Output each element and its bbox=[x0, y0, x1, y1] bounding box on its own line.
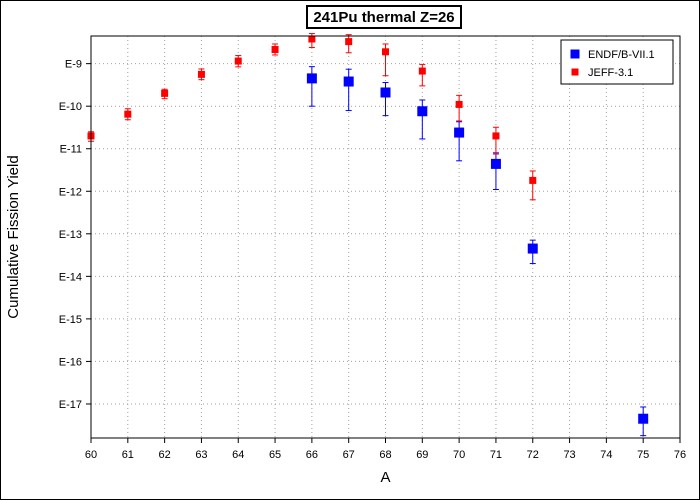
x-tick-label: 72 bbox=[527, 449, 539, 461]
y-tick-label: E-11 bbox=[60, 144, 82, 156]
y-tick-label: E-9 bbox=[65, 59, 82, 71]
jeff-point bbox=[492, 132, 500, 140]
x-tick-label: 75 bbox=[637, 449, 649, 461]
jeff-point bbox=[529, 176, 537, 184]
jeff-point bbox=[455, 100, 463, 108]
x-tick-label: 66 bbox=[306, 449, 318, 461]
endf-point bbox=[454, 127, 465, 138]
endf-point bbox=[490, 158, 501, 169]
x-tick-label: 69 bbox=[416, 449, 428, 461]
x-tick-label: 60 bbox=[85, 449, 97, 461]
legend-marker bbox=[571, 68, 579, 76]
jeff-point bbox=[161, 89, 169, 97]
endf-point bbox=[417, 106, 428, 117]
grid bbox=[91, 36, 680, 438]
jeff-point bbox=[382, 48, 389, 56]
endf-point bbox=[380, 87, 391, 98]
legend-marker bbox=[570, 49, 580, 59]
endf-point bbox=[638, 413, 649, 424]
y-tick-label: E-13 bbox=[59, 229, 82, 241]
jeff-point bbox=[234, 57, 242, 65]
jeff-point bbox=[124, 110, 132, 118]
x-tick-label: 70 bbox=[453, 449, 465, 461]
endf-point bbox=[343, 76, 354, 87]
x-tick-label: 62 bbox=[159, 449, 171, 461]
jeff-point bbox=[345, 38, 353, 46]
y-tick-label: E-17 bbox=[59, 399, 82, 411]
x-axis-ticks: 60 61 62 63 64 65 66 67 68 69 70 71 72 73 74 75 76 bbox=[85, 438, 686, 461]
legend-label: JEFF-3.1 bbox=[588, 67, 633, 79]
jeff-point bbox=[197, 70, 205, 78]
x-tick-label: 65 bbox=[269, 449, 281, 461]
x-tick-label: 68 bbox=[379, 449, 391, 461]
x-tick-label: 74 bbox=[600, 449, 612, 461]
y-tick-label: E-15 bbox=[59, 314, 82, 326]
y-axis-ticks: E-9 E-10 E-11 E-12 E-13 E-14 E-15 E-16 E-17 bbox=[59, 59, 91, 411]
jeff-point bbox=[308, 35, 316, 43]
x-tick-label: 61 bbox=[122, 449, 134, 461]
x-tick-label: 63 bbox=[195, 449, 207, 461]
y-tick-label: E-16 bbox=[59, 356, 82, 368]
legend-box bbox=[560, 39, 674, 85]
endf-point bbox=[527, 243, 538, 254]
jeff-point bbox=[418, 67, 426, 75]
legend: ENDF/B-VII.1 JEFF-3.1 bbox=[560, 39, 674, 85]
x-tick-label: 76 bbox=[674, 449, 686, 461]
y-tick-label: E-10 bbox=[59, 101, 82, 113]
endf-point bbox=[306, 73, 317, 84]
x-tick-label: 71 bbox=[490, 449, 502, 461]
chart-title: 241Pu thermal Z=26 bbox=[306, 5, 462, 29]
y-axis-label: Cumulative Fission Yield bbox=[5, 155, 22, 318]
x-tick-label: 67 bbox=[343, 449, 355, 461]
y-tick-label: E-12 bbox=[59, 186, 82, 198]
jeff-point bbox=[271, 46, 279, 54]
x-axis-label: A bbox=[380, 469, 390, 486]
y-tick-label: E-14 bbox=[59, 271, 82, 283]
x-tick-label: 73 bbox=[563, 449, 575, 461]
legend-label: ENDF/B-VII.1 bbox=[588, 49, 655, 61]
x-tick-label: 64 bbox=[232, 449, 244, 461]
